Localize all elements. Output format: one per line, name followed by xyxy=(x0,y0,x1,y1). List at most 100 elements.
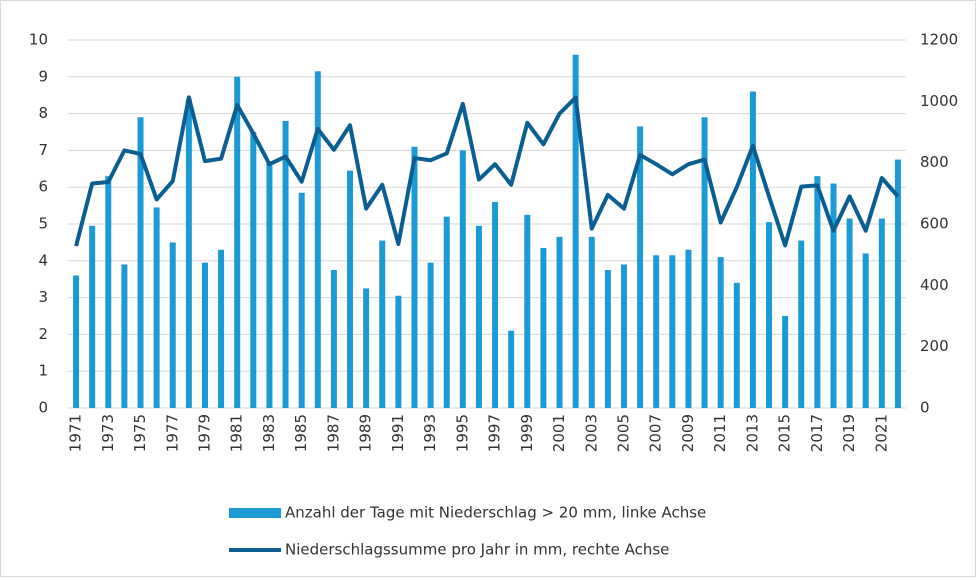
y2-tick-label: 0 xyxy=(920,399,930,417)
bar xyxy=(798,240,805,408)
y-tick-label: 9 xyxy=(38,67,48,85)
line xyxy=(74,95,900,248)
x-tick-label: 1973 xyxy=(99,414,117,452)
bar xyxy=(411,146,418,408)
bar xyxy=(73,275,80,408)
x-tick-label: 1985 xyxy=(292,414,310,452)
bar xyxy=(830,183,837,408)
x-tick-label: 1993 xyxy=(421,414,439,452)
x-tick-label: 2007 xyxy=(647,414,665,452)
x-tick-label: 1995 xyxy=(453,414,471,452)
bar xyxy=(266,161,273,408)
bar xyxy=(701,117,708,408)
bar xyxy=(572,54,579,408)
bar xyxy=(363,288,370,408)
bar xyxy=(330,270,337,408)
legend-label: Anzahl der Tage mit Niederschlag > 20 mm… xyxy=(285,504,706,522)
y-tick-label: 6 xyxy=(38,178,48,196)
bar xyxy=(782,316,789,408)
bar xyxy=(137,117,144,408)
bar xyxy=(588,236,595,408)
bar xyxy=(524,214,531,408)
x-tick-label: 2001 xyxy=(550,414,568,452)
bar xyxy=(894,159,901,408)
bar xyxy=(540,247,547,408)
x-tick-label: 2003 xyxy=(582,414,600,452)
x-tick-label: 2015 xyxy=(776,414,794,452)
bar xyxy=(298,192,305,408)
y-tick-label: 7 xyxy=(38,141,48,159)
x-tick-label: 1987 xyxy=(324,414,342,452)
x-tick-label: 1991 xyxy=(389,414,407,452)
bar xyxy=(153,207,160,408)
bar xyxy=(282,120,289,409)
y2-tick-label: 600 xyxy=(920,215,949,233)
x-tick-label: 2019 xyxy=(840,414,858,452)
x-tick-label: 2005 xyxy=(614,414,632,452)
x-tick-label: 1979 xyxy=(195,414,213,452)
x-tick-label: 1981 xyxy=(228,414,246,452)
y-tick-label: 5 xyxy=(38,215,48,233)
bar xyxy=(492,201,499,408)
x-tick-label: 1971 xyxy=(67,414,85,452)
bar xyxy=(685,249,692,408)
bar xyxy=(637,126,644,408)
bar xyxy=(105,176,112,408)
bar xyxy=(427,262,434,408)
bar xyxy=(508,330,515,408)
bar xyxy=(749,91,756,409)
x-tick-label: 2013 xyxy=(743,414,761,452)
bar xyxy=(379,240,386,408)
bar xyxy=(556,236,563,408)
bar xyxy=(250,132,257,408)
bar xyxy=(218,249,225,408)
x-tick-label: 1989 xyxy=(357,414,375,452)
bar xyxy=(459,150,466,408)
y-tick-label: 1 xyxy=(38,362,48,380)
x-tick-label: 2017 xyxy=(808,414,826,452)
bar xyxy=(653,255,660,408)
bar xyxy=(201,262,208,408)
x-tick-label: 1983 xyxy=(260,414,278,452)
y2-tick-label: 400 xyxy=(920,276,949,294)
y2-tick-label: 200 xyxy=(920,337,949,355)
y2-tick-label: 1000 xyxy=(920,92,958,110)
x-tick-label: 2009 xyxy=(679,414,697,452)
y2-tick-label: 800 xyxy=(920,153,949,171)
bar xyxy=(121,264,128,408)
bar xyxy=(169,242,176,408)
bar xyxy=(395,295,402,408)
y2-tick-label: 1200 xyxy=(920,31,958,49)
x-tick-label: 2021 xyxy=(872,414,890,452)
bar xyxy=(717,257,724,408)
bar xyxy=(475,225,482,408)
bar xyxy=(862,253,869,408)
legend-label: Niederschlagssumme pro Jahr in mm, recht… xyxy=(285,541,669,559)
bar xyxy=(347,170,354,408)
legend-swatch xyxy=(229,508,281,518)
x-tick-label: 1977 xyxy=(163,414,181,452)
bar xyxy=(669,255,676,408)
bar xyxy=(846,218,853,408)
x-tick-label: 1997 xyxy=(486,414,504,452)
bar xyxy=(733,282,740,408)
bar xyxy=(234,76,241,409)
x-tick-label: 2011 xyxy=(711,414,729,452)
y-tick-label: 8 xyxy=(38,104,48,122)
y-tick-label: 3 xyxy=(38,288,48,306)
bar xyxy=(314,71,321,408)
x-tick-label: 1975 xyxy=(131,414,149,452)
bar xyxy=(620,264,627,408)
x-tick-label: 1999 xyxy=(518,414,536,452)
bar xyxy=(604,270,611,408)
y-tick-label: 2 xyxy=(38,325,48,343)
bar xyxy=(814,176,821,408)
y-tick-label: 10 xyxy=(29,31,48,49)
y-tick-label: 4 xyxy=(38,251,48,269)
bar xyxy=(766,222,773,408)
bar xyxy=(89,225,96,408)
bar xyxy=(185,98,192,408)
y-tick-label: 0 xyxy=(38,399,48,417)
